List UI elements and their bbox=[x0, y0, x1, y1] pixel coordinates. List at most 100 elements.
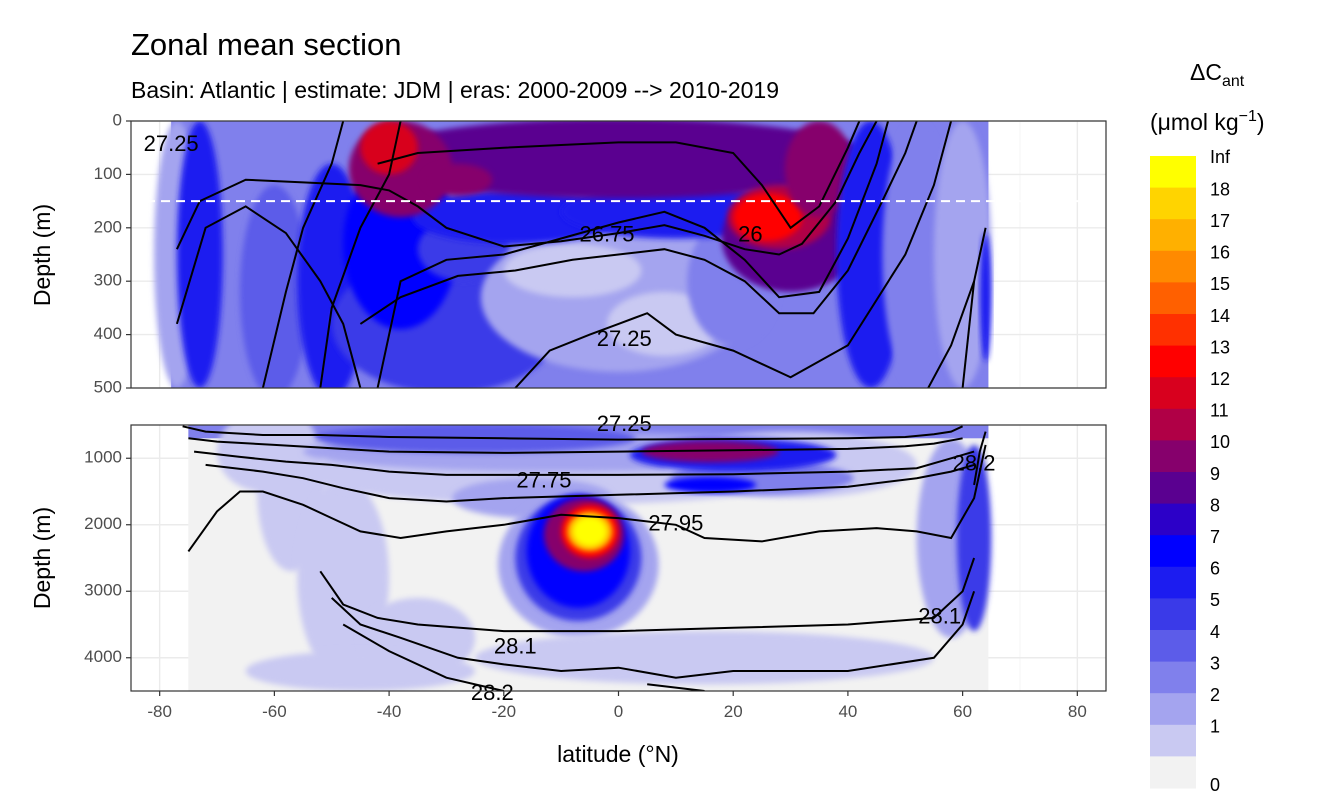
legend-key bbox=[1150, 408, 1196, 441]
legend-key bbox=[1150, 756, 1196, 789]
legend-key bbox=[1150, 472, 1196, 505]
field-patch bbox=[979, 233, 992, 362]
legend-label: 7 bbox=[1210, 527, 1220, 547]
y-tick-label: 4000 bbox=[84, 647, 122, 666]
legend-key bbox=[1150, 630, 1196, 663]
panel-upper-border bbox=[130, 120, 1107, 389]
legend-key bbox=[1150, 693, 1196, 726]
y-tick-label: 300 bbox=[94, 271, 122, 290]
field-patch bbox=[423, 163, 493, 196]
y-tick-label: 200 bbox=[94, 217, 122, 236]
legend-title-main: ΔC bbox=[1190, 59, 1222, 85]
x-axis: -80 -60 -40 -20 0 20 40 60 80 bbox=[147, 691, 1087, 721]
isopycnal-line bbox=[187, 444, 987, 552]
legend-label: 12 bbox=[1210, 369, 1230, 389]
legend-label: 1 bbox=[1210, 717, 1220, 737]
legend-key bbox=[1150, 377, 1196, 410]
isopycnal-line bbox=[319, 557, 976, 633]
x-axis-title: latitude (°N) bbox=[557, 741, 679, 767]
y-tick-label: 400 bbox=[94, 324, 122, 343]
legend-key bbox=[1150, 314, 1196, 347]
legend-key bbox=[1150, 156, 1196, 189]
isopycnal-line bbox=[647, 683, 705, 691]
panel-lower-field bbox=[188, 425, 992, 691]
field-patch bbox=[664, 476, 757, 493]
legend-key bbox=[1150, 535, 1196, 568]
legend-unit: (μmol kg−1) bbox=[1150, 108, 1265, 135]
isopycnal-line bbox=[377, 121, 861, 230]
legend-label: 4 bbox=[1210, 622, 1220, 642]
legend-label: 8 bbox=[1210, 495, 1220, 515]
legend-label: 10 bbox=[1210, 432, 1230, 452]
legend-key bbox=[1150, 345, 1196, 378]
legend-key bbox=[1150, 250, 1196, 283]
x-tick-label: -40 bbox=[377, 702, 402, 721]
legend-unit-exponent: −1 bbox=[1239, 108, 1257, 125]
legend-label: 9 bbox=[1210, 464, 1220, 484]
legend-key bbox=[1150, 440, 1196, 473]
x-tick-label: 20 bbox=[724, 702, 743, 721]
legend-unit-close: ) bbox=[1257, 109, 1265, 135]
field-patch bbox=[245, 651, 476, 691]
y-tick-label: 100 bbox=[94, 164, 122, 183]
chart-title: Zonal mean section bbox=[131, 27, 402, 62]
field-patch bbox=[366, 121, 871, 199]
legend-key bbox=[1150, 187, 1196, 220]
x-tick-label: -20 bbox=[492, 702, 517, 721]
panel-lower-contour-labels: 27.75 27.95 28.1 28.1 28.2 27.25 28.2 bbox=[471, 411, 996, 705]
contour-label: 26 bbox=[738, 222, 762, 247]
isopycnal-line bbox=[182, 425, 964, 441]
x-tick-label: 40 bbox=[838, 702, 857, 721]
field-patch bbox=[360, 121, 418, 175]
y-axis-title-lower: Depth (m) bbox=[29, 507, 55, 609]
field-patch bbox=[475, 631, 934, 685]
y-tick-label: 500 bbox=[94, 377, 122, 396]
x-tick-label: 60 bbox=[953, 702, 972, 721]
panel-upper-isopycnals bbox=[175, 121, 987, 388]
field-patch bbox=[239, 185, 309, 388]
isopycnal-line bbox=[961, 281, 976, 388]
panel-upper-contour-labels: 26.75 26 27.25 27.25 bbox=[144, 131, 763, 351]
isopycnal-line bbox=[514, 121, 953, 388]
isopycnal-line bbox=[193, 450, 975, 476]
isopycnal-line bbox=[927, 227, 987, 388]
panel-upper-y-axis: 0 100 200 300 400 500 bbox=[94, 110, 131, 396]
isopycnal-line bbox=[188, 437, 963, 454]
panel-lower-isopycnals bbox=[182, 425, 987, 691]
legend-label: 14 bbox=[1210, 306, 1230, 326]
field-patch bbox=[503, 243, 642, 298]
contour-label: 28.1 bbox=[918, 604, 961, 629]
isopycnal-line bbox=[319, 121, 402, 388]
field-patch bbox=[882, 121, 952, 388]
legend-label: 2 bbox=[1210, 685, 1220, 705]
contour-label: 28.2 bbox=[953, 451, 996, 476]
x-tick-label: -60 bbox=[262, 702, 287, 721]
legend-label: 6 bbox=[1210, 559, 1220, 579]
panel-upper-field bbox=[153, 121, 992, 388]
field-patch bbox=[641, 440, 780, 463]
legend-label: 17 bbox=[1210, 211, 1230, 231]
contour-label: 27.25 bbox=[144, 131, 199, 156]
contour-label: 28.1 bbox=[494, 634, 537, 659]
field-patch bbox=[733, 193, 803, 242]
panel-upper: 26.75 26 27.25 27.25 0 100 200 300 400 500 bbox=[94, 110, 1107, 396]
legend-label: Inf bbox=[1210, 147, 1231, 167]
contour-label: 28.2 bbox=[471, 680, 514, 705]
x-tick-label: 80 bbox=[1068, 702, 1087, 721]
x-tick-label: 0 bbox=[614, 702, 623, 721]
y-tick-label: 0 bbox=[113, 110, 122, 129]
isopycnal-line bbox=[175, 121, 878, 256]
legend-label: 11 bbox=[1210, 401, 1229, 421]
field-patch bbox=[933, 121, 992, 388]
isopycnal-line bbox=[261, 121, 345, 388]
panel-lower: 27.75 27.95 28.1 28.1 28.2 27.25 28.2 1000 2000… bbox=[84, 411, 1107, 705]
isopycnal-line bbox=[205, 463, 975, 503]
legend: ΔCant (μmol kg−1) Inf1817161514131211109… bbox=[1150, 59, 1265, 795]
y-tick-label: 1000 bbox=[84, 448, 122, 467]
contour-label: 27.75 bbox=[516, 467, 571, 492]
legend-key bbox=[1150, 219, 1196, 252]
contour-label: 27.95 bbox=[648, 511, 703, 536]
isopycnal-line bbox=[331, 590, 976, 679]
legend-title: ΔCant bbox=[1190, 59, 1245, 90]
